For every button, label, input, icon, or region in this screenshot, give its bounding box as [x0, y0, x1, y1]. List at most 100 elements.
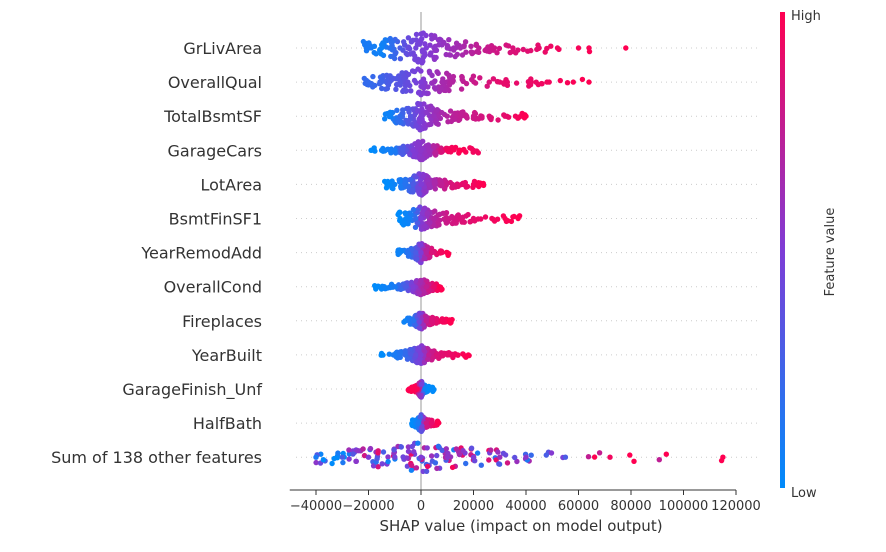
shap-dot — [418, 215, 424, 222]
shap-dot — [463, 460, 469, 467]
shap-dot — [426, 181, 432, 188]
shap-dot — [536, 45, 542, 51]
shap-dot — [419, 155, 426, 162]
shap-dot — [444, 45, 450, 51]
shap-dot — [413, 465, 420, 471]
shap-dot — [477, 75, 483, 81]
shap-dot — [397, 45, 403, 51]
shap-dot — [444, 454, 450, 460]
shap-dot — [446, 37, 452, 43]
shap-dot — [488, 447, 494, 453]
shap-dot — [398, 183, 404, 190]
shap-dot — [340, 459, 346, 466]
shap-dot — [373, 284, 380, 290]
x-tick-label: 40000 — [505, 499, 546, 514]
shap-dot — [378, 79, 385, 85]
shap-dot — [408, 467, 415, 473]
shap-dot — [656, 457, 662, 463]
shap-dot — [478, 181, 485, 188]
shap-dot — [374, 456, 380, 462]
shap-dot — [415, 143, 421, 150]
shap-dot — [447, 108, 454, 114]
shap-dot — [433, 117, 440, 124]
shap-dot — [469, 76, 475, 83]
shap-dot — [502, 113, 508, 119]
shap-dot — [510, 45, 516, 51]
shap-dot — [490, 76, 497, 82]
shap-dot — [489, 215, 495, 222]
shap-dot — [428, 249, 435, 256]
shap-dot — [400, 88, 406, 95]
shap-dot — [401, 76, 407, 83]
shap-dot — [528, 79, 534, 85]
shap-dot — [414, 220, 421, 226]
shap-dot — [427, 219, 433, 226]
shap-dot — [458, 86, 465, 92]
shap-dot — [392, 147, 398, 153]
shap-dot — [439, 109, 445, 116]
shap-dot — [419, 423, 426, 430]
shap-dot — [346, 456, 352, 462]
shap-dot — [431, 284, 437, 290]
shap-dot — [407, 51, 414, 57]
shap-dot — [434, 352, 440, 358]
x-tick-label: 60000 — [558, 499, 599, 514]
x-tick-label: −20000 — [342, 499, 394, 514]
shap-dot — [586, 79, 592, 85]
shap-dot — [448, 118, 455, 125]
shap-dot — [379, 85, 385, 92]
shap-dot — [461, 219, 467, 225]
shap-dot — [438, 85, 444, 91]
shap-dot — [371, 43, 378, 49]
shap-dot — [510, 214, 516, 220]
shap-dot — [404, 356, 411, 362]
feature-label: YearBuilt — [191, 346, 262, 365]
shap-dot — [402, 352, 408, 358]
shap-dot — [346, 447, 352, 453]
shap-dot — [313, 454, 319, 460]
shap-dot — [607, 454, 613, 460]
shap-dot — [663, 451, 669, 457]
shap-dot — [405, 35, 412, 41]
feature-label: HalfBath — [193, 414, 262, 433]
shap-dot — [418, 277, 424, 284]
shap-dot — [486, 457, 492, 463]
shap-dot — [398, 444, 404, 450]
shap-dot — [398, 286, 404, 292]
shap-dot — [380, 40, 386, 46]
shap-dot — [444, 147, 450, 153]
shap-dot — [408, 88, 414, 94]
shap-dot — [460, 181, 466, 188]
x-tick-label: 80000 — [610, 499, 651, 514]
shap-dot — [410, 106, 416, 112]
x-tick-label: 20000 — [453, 499, 494, 514]
shap-dot — [411, 68, 418, 75]
shap-dot — [380, 449, 387, 455]
row-guides — [296, 47, 760, 458]
shap-dot — [420, 210, 426, 216]
shap-dot — [385, 458, 391, 465]
shap-dot — [424, 210, 430, 216]
shap-dot — [313, 459, 319, 466]
shap-dot — [415, 440, 421, 446]
shap-dot — [339, 454, 345, 460]
shap-dot — [320, 457, 327, 463]
shap-dot — [413, 256, 420, 262]
shap-dot — [410, 187, 416, 193]
shap-dot — [586, 45, 592, 51]
shap-dot — [368, 147, 374, 153]
shap-dot — [408, 351, 415, 357]
shap-dot — [439, 249, 445, 256]
shap-dot — [416, 346, 422, 352]
shap-dot — [476, 45, 482, 51]
shap-dot — [335, 450, 341, 456]
shap-dot — [486, 113, 492, 119]
shap-dot — [428, 420, 435, 426]
shap-dot — [418, 381, 425, 387]
shap-dot — [378, 352, 385, 358]
shap-dot — [423, 188, 429, 195]
shap-dot — [432, 179, 438, 186]
shap-dot — [472, 80, 479, 86]
shap-dot — [460, 447, 466, 454]
shap-dot — [392, 454, 398, 460]
